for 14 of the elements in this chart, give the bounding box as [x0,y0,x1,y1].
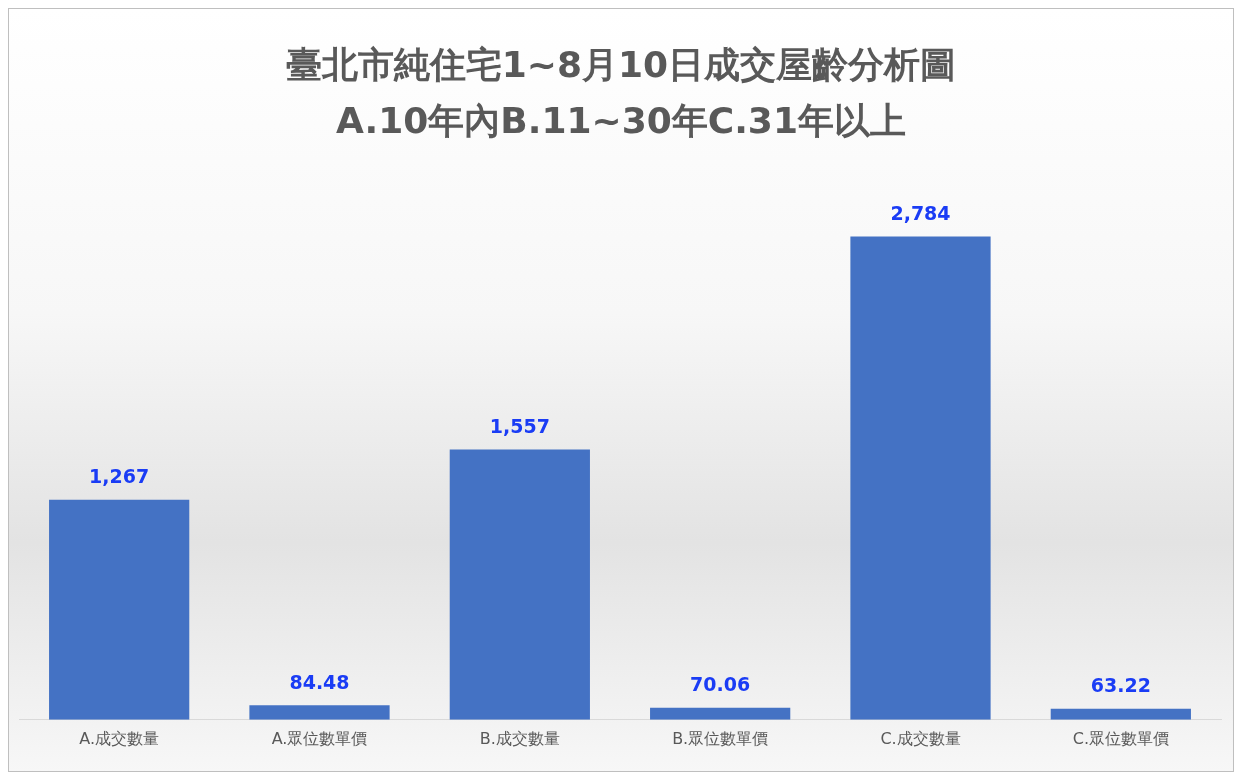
x-tick-label: A.成交數量 [79,728,160,748]
data-label: 70.06 [690,673,751,696]
x-tick-label: B.眾位數單價 [672,728,769,748]
data-label: 84.48 [289,670,350,693]
x-tick-label: C.成交數量 [880,728,961,748]
x-tick-label: C.眾位數單價 [1072,728,1169,748]
x-tick-label: A.眾位數單價 [271,728,368,748]
chart-subtitle: A.10年內B.11~30年C.31年以上 [335,99,907,143]
data-label: 1,267 [89,465,150,488]
data-label: 1,557 [489,414,550,437]
x-tick-label: B.成交數量 [479,728,560,748]
chart-title: 臺北市純住宅1~8月10日成交屋齡分析圖 [284,43,958,87]
data-label: 2,784 [890,201,951,224]
data-label: 63.22 [1090,674,1151,697]
